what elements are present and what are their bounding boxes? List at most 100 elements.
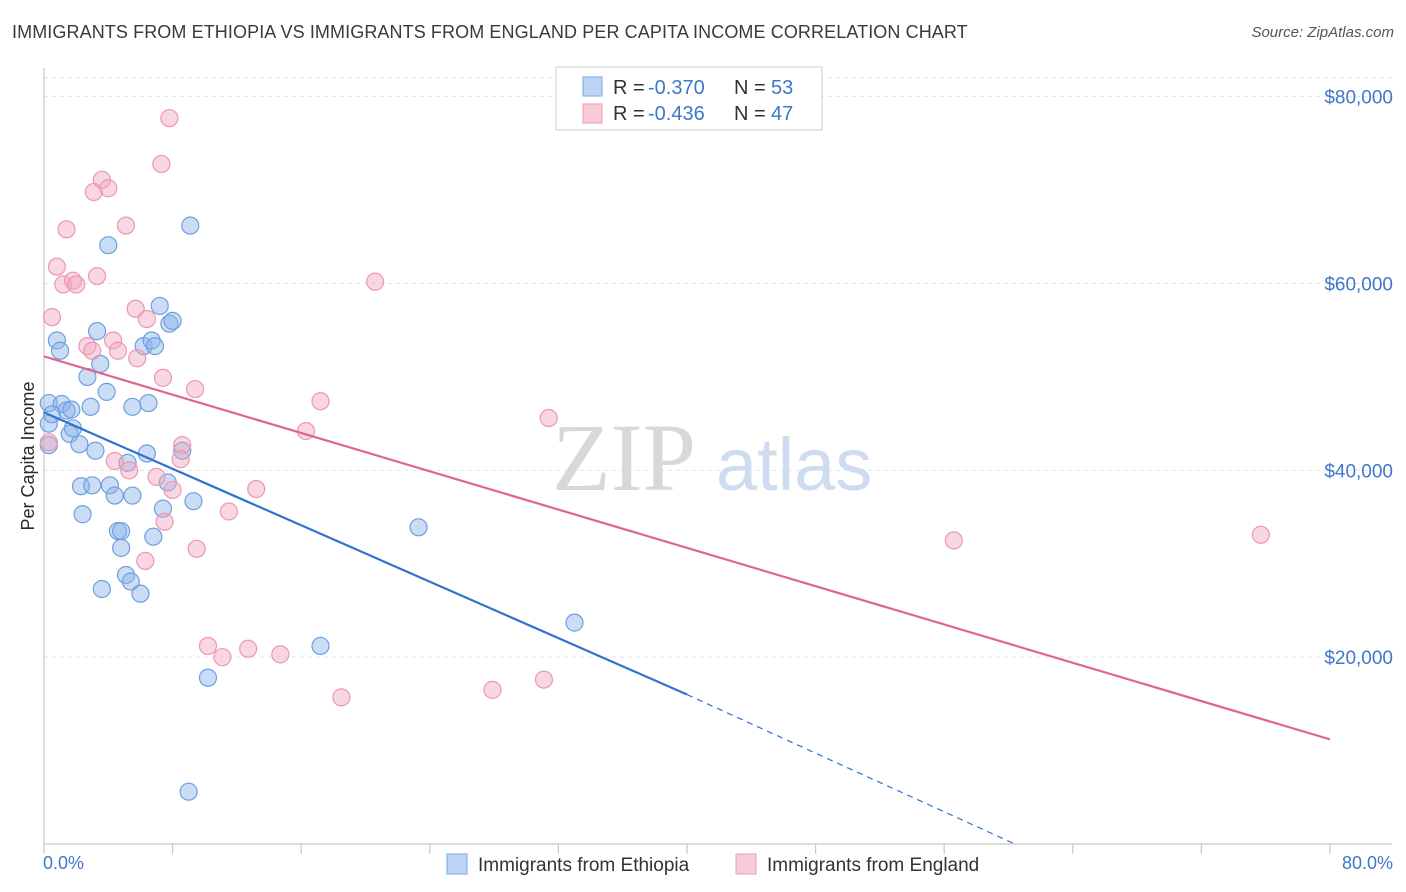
data-point: [239, 639, 258, 658]
gridlines: [44, 77, 1392, 658]
x-tick-min: 0.0%: [43, 853, 84, 873]
data-point: [83, 476, 102, 495]
data-point: [145, 337, 165, 356]
data-point: [105, 451, 124, 471]
data-point: [171, 450, 190, 469]
data-point: [70, 435, 89, 454]
data-point: [47, 257, 66, 276]
legend-n-value-ethiopia: 53: [771, 77, 793, 99]
y-tick-label: $60,000: [1324, 275, 1393, 296]
data-point: [131, 584, 150, 603]
stats-legend: R = -0.370 N = 53 R = -0.436 N = 47: [555, 66, 823, 131]
data-point: [184, 492, 203, 511]
data-point: [100, 476, 120, 495]
trend-line-ethiopia: [43, 411, 688, 696]
data-point: [136, 551, 155, 571]
data-point: [539, 408, 558, 428]
legend-n-label-england: N =: [734, 103, 766, 125]
watermark: ZIP atlas: [552, 404, 872, 511]
data-point: [86, 441, 105, 460]
series-legend-swatch-england: [735, 853, 757, 875]
data-point: [163, 480, 182, 500]
data-point: [198, 636, 218, 656]
data-point: [247, 479, 266, 499]
legend-r-value-england: -0.436: [648, 103, 705, 125]
y-axis-label: Per Capita Income: [18, 381, 38, 530]
watermark-atlas: atlas: [716, 423, 872, 506]
data-point: [163, 311, 182, 330]
data-point: [565, 613, 584, 632]
data-point: [409, 518, 428, 537]
data-point: [179, 782, 198, 801]
data-point: [42, 308, 62, 327]
data-point: [198, 668, 218, 687]
data-point: [128, 349, 147, 368]
trend-line-ethiopia-extension: [686, 693, 1016, 845]
data-point: [116, 216, 136, 235]
data-point: [120, 461, 139, 480]
legend-r-label-england: R =: [613, 103, 645, 125]
legend-swatch-england: [582, 103, 603, 124]
data-point: [83, 341, 102, 360]
data-point: [366, 272, 385, 291]
data-point: [186, 379, 205, 399]
data-point: [87, 266, 107, 286]
data-point: [62, 400, 81, 419]
series-legend-label-england: Immigrants from England: [767, 855, 979, 876]
data-point: [99, 236, 118, 255]
series-ethiopia-points: [39, 216, 584, 801]
data-point: [213, 648, 232, 667]
chart-title: IMMIGRANTS FROM ETHIOPIA VS IMMIGRANTS F…: [12, 22, 968, 42]
legend-r-value-ethiopia: -0.370: [648, 77, 705, 99]
data-point: [144, 527, 163, 546]
data-point: [139, 393, 158, 413]
data-point: [67, 275, 86, 294]
data-point: [153, 499, 173, 518]
data-point: [108, 341, 128, 360]
data-point: [142, 331, 161, 350]
data-point: [181, 216, 200, 235]
trend-lines: [43, 355, 1331, 845]
data-point: [39, 393, 58, 413]
series-england-points: [39, 109, 1270, 707]
data-point: [152, 154, 171, 174]
data-point: [50, 341, 70, 360]
data-point: [155, 512, 174, 531]
data-point: [271, 645, 290, 664]
data-point: [99, 179, 118, 198]
data-point: [54, 275, 73, 294]
data-point: [137, 309, 156, 329]
data-point: [160, 109, 179, 128]
series-legend: Immigrants from Ethiopia Immigrants from…: [446, 853, 979, 876]
data-point: [150, 296, 169, 316]
data-point: [104, 331, 123, 350]
data-point: [1251, 525, 1270, 544]
data-point: [534, 670, 554, 689]
y-tick-labels: $20,000 $40,000 $60,000 $80,000: [1324, 88, 1393, 669]
data-point: [126, 299, 145, 318]
data-point: [123, 486, 142, 505]
y-tick-label: $80,000: [1324, 88, 1393, 109]
data-point: [81, 397, 100, 416]
series-legend-label-ethiopia: Immigrants from Ethiopia: [478, 855, 690, 876]
data-point: [47, 331, 66, 350]
x-tick-max: 80.0%: [1342, 853, 1393, 873]
data-point: [147, 467, 166, 486]
data-point: [105, 486, 124, 505]
source-credit: Source: ZipAtlas.com: [1251, 24, 1394, 41]
data-point: [153, 368, 173, 387]
legend-r-label-ethiopia: R =: [613, 77, 645, 99]
y-tick-label: $20,000: [1324, 648, 1393, 669]
y-tick-label: $40,000: [1324, 461, 1393, 482]
data-point: [219, 502, 238, 521]
data-point: [92, 579, 111, 599]
data-point: [73, 505, 92, 524]
legend-swatch-ethiopia: [582, 76, 603, 97]
data-point: [112, 521, 131, 541]
watermark-zip: ZIP: [552, 404, 696, 511]
data-point: [483, 680, 502, 699]
data-point: [944, 531, 963, 550]
data-point: [173, 436, 192, 455]
data-point: [87, 322, 107, 341]
